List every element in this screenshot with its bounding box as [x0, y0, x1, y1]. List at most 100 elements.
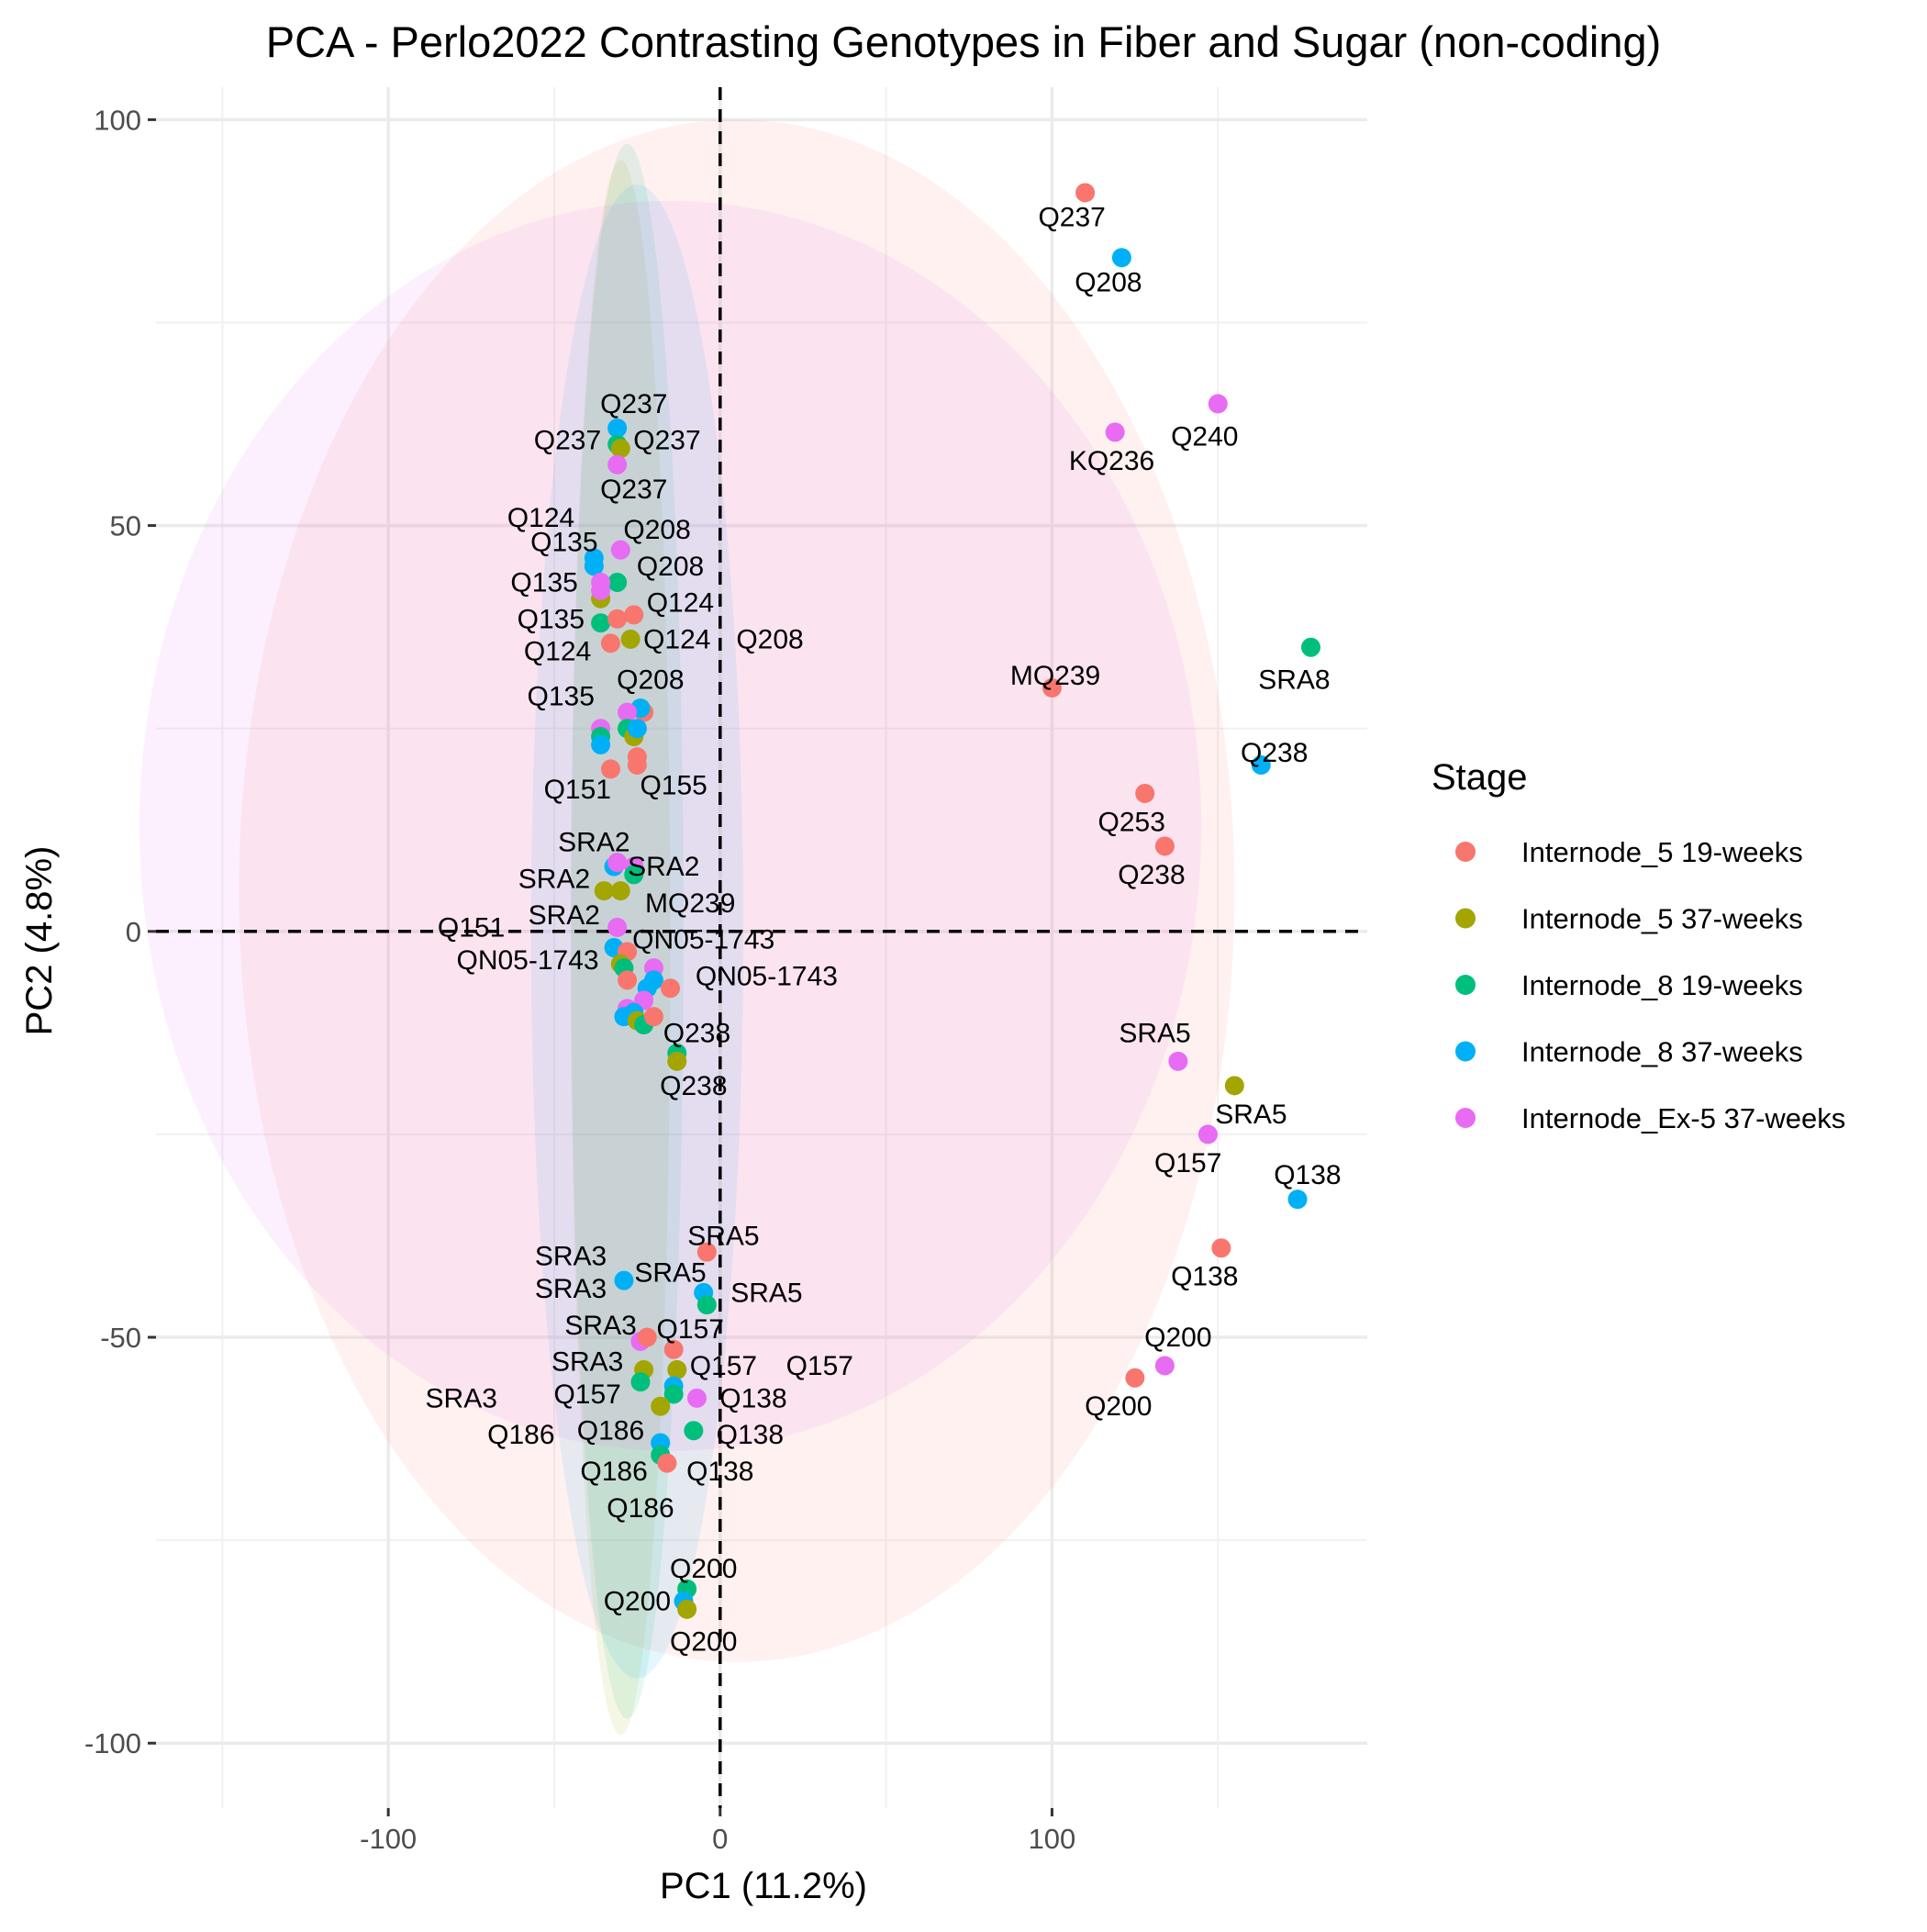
legend-key	[1455, 908, 1476, 929]
point-label: SRA3	[535, 1242, 607, 1272]
y-tick-label: 50	[110, 510, 141, 542]
point-label: Q208	[736, 624, 803, 654]
point-label: Q208	[1075, 267, 1142, 297]
confidence-ellipse	[139, 200, 1202, 1451]
legend-title: Stage	[1431, 757, 1528, 798]
point-label: SRA3	[564, 1311, 636, 1341]
point-label: MQ239	[645, 888, 735, 919]
data-point	[637, 1327, 657, 1347]
data-point	[1111, 248, 1131, 268]
data-point	[663, 1384, 684, 1404]
point-label: Q208	[637, 552, 704, 582]
point-label: SRA3	[426, 1383, 497, 1413]
data-point	[591, 613, 611, 633]
data-point	[1105, 422, 1125, 442]
data-point	[1041, 677, 1062, 698]
point-label: Q200	[670, 1627, 737, 1658]
data-point	[1208, 394, 1228, 414]
confidence-ellipse	[530, 184, 744, 1679]
point-label: Q157	[786, 1351, 853, 1381]
chart-title: PCA - Perlo2022 Contrasting Genotypes in…	[266, 17, 1662, 66]
point-label: Q238	[1241, 738, 1308, 768]
data-point	[607, 917, 628, 937]
data-point	[618, 970, 638, 990]
data-point	[1154, 836, 1175, 856]
legend-key	[1455, 1041, 1476, 1062]
legend-label: Internode_8 37-weeks	[1521, 1036, 1803, 1068]
point-label: SRA2	[558, 828, 629, 858]
data-point	[584, 556, 604, 576]
legend-label: Internode_Ex-5 37-weeks	[1521, 1102, 1845, 1134]
point-label: Q186	[580, 1457, 647, 1487]
data-point	[607, 853, 628, 873]
point-label: Q237	[1038, 203, 1105, 233]
data-point	[1211, 1238, 1231, 1258]
data-point	[1301, 637, 1321, 657]
point-label: Q157	[657, 1314, 724, 1345]
data-point	[686, 1388, 707, 1408]
point-label: SRA5	[634, 1257, 706, 1288]
point-label: SRA5	[730, 1278, 802, 1308]
data-point	[657, 1453, 677, 1473]
point-label: Q237	[600, 389, 667, 419]
data-point	[1251, 755, 1271, 776]
data-point	[667, 1359, 687, 1379]
legend-key	[1455, 975, 1476, 995]
point-label: Q237	[633, 426, 700, 456]
x-tick-label: -100	[360, 1823, 417, 1855]
point-label: Q155	[640, 771, 707, 801]
data-point	[677, 1599, 697, 1619]
point-label: Q135	[518, 604, 585, 634]
point-label: QN05-1743	[696, 961, 838, 991]
point-label: Q186	[487, 1420, 554, 1450]
point-label: Q157	[1154, 1148, 1221, 1178]
data-point	[651, 1396, 671, 1416]
point-label: Q157	[690, 1351, 757, 1381]
point-label: SRA2	[628, 852, 699, 882]
point-label: Q186	[607, 1493, 674, 1524]
point-label: Q237	[600, 475, 667, 505]
point-label: Q200	[670, 1554, 737, 1584]
data-point	[591, 580, 611, 600]
legend-key	[1455, 842, 1476, 862]
point-label: Q208	[623, 515, 690, 545]
data-point	[600, 633, 620, 653]
point-label: Q124	[524, 637, 591, 667]
point-label: Q253	[1098, 807, 1165, 837]
data-point	[1287, 1189, 1308, 1210]
point-label: Q124	[643, 624, 710, 654]
data-point	[1197, 1124, 1218, 1145]
point-label: QN05-1743	[632, 925, 774, 955]
point-label: Q200	[604, 1586, 671, 1616]
point-label: Q238	[663, 1018, 730, 1048]
data-point	[630, 1372, 651, 1392]
point-label: SRA5	[1215, 1100, 1287, 1130]
legend-label: Internode_5 19-weeks	[1521, 836, 1803, 868]
y-tick-label: 0	[126, 916, 141, 948]
data-point	[627, 755, 647, 776]
point-label: Q135	[530, 527, 597, 557]
data-point	[1224, 1076, 1244, 1096]
data-point	[607, 454, 628, 475]
point-label: Q138	[719, 1383, 786, 1413]
point-label: Q238	[1118, 860, 1185, 890]
point-label: SRA2	[529, 900, 600, 931]
data-point	[696, 1242, 717, 1262]
data-point	[610, 540, 630, 560]
data-point	[594, 881, 614, 901]
point-label: QN05-1743	[456, 945, 598, 976]
point-label: KQ236	[1069, 446, 1154, 476]
y-tick-label: -50	[100, 1322, 141, 1354]
y-tick-label: -100	[84, 1727, 141, 1759]
data-point	[696, 1295, 717, 1315]
point-label: SRA8	[1258, 665, 1330, 696]
point-label: Q238	[660, 1071, 727, 1101]
data-point	[614, 1270, 634, 1290]
point-label: Q138	[686, 1457, 753, 1487]
legend-label: Internode_8 19-weeks	[1521, 969, 1803, 1001]
data-point	[624, 865, 644, 885]
point-label: Q208	[617, 665, 684, 696]
y-axis-title: PC2 (4.8%)	[19, 846, 60, 1036]
